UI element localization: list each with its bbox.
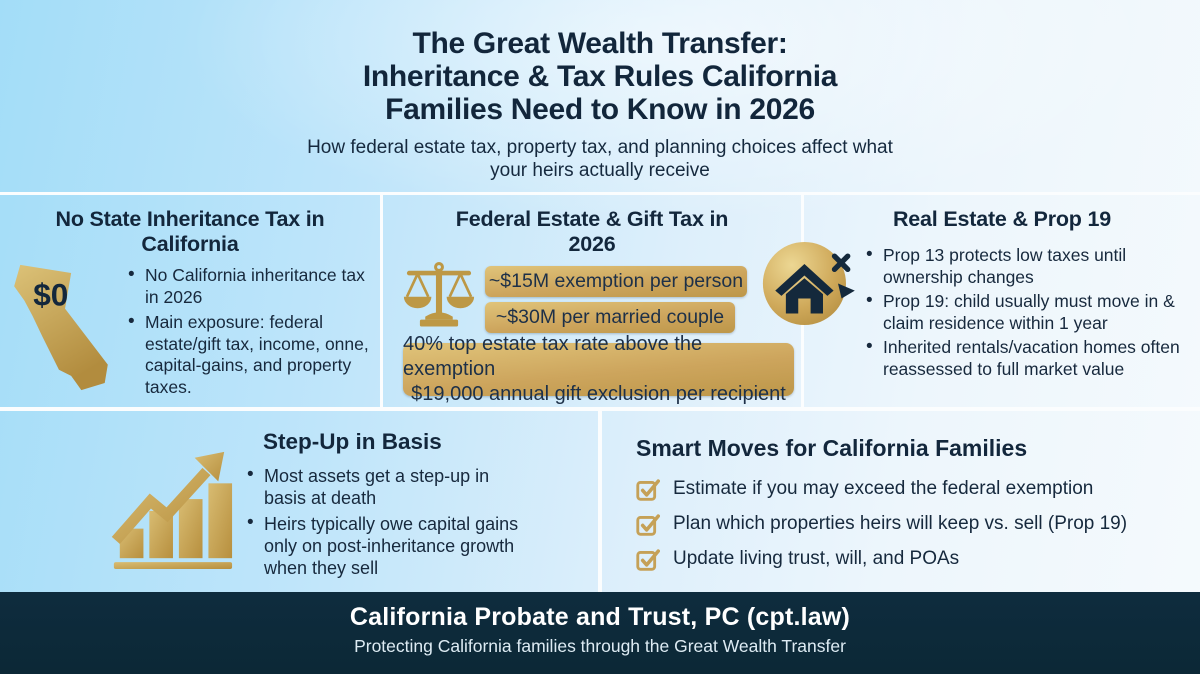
checklist-label: Estimate if you may exceed the federal e… xyxy=(673,478,1094,499)
exemption-per-person-pill: ~$15M exemption per person xyxy=(485,266,747,297)
page-subtitle-line: How federal estate tax, property tax, an… xyxy=(307,137,893,158)
panel-real-estate-prop19: Real Estate & Prop 19 Prop 13 protects l… xyxy=(804,195,1200,407)
header: The Great Wealth Transfer: Inheritance &… xyxy=(0,27,1200,182)
panel-title: Real Estate & Prop 19 xyxy=(892,207,1112,231)
column-separator xyxy=(598,407,602,592)
checkbox-checked-icon xyxy=(636,549,660,571)
checkbox-checked-icon xyxy=(636,514,660,536)
page-title-line: Inheritance & Tax Rules California xyxy=(362,60,838,93)
column-separator xyxy=(380,192,383,411)
page-subtitle: How federal estate tax, property tax, an… xyxy=(0,136,1200,182)
bullet-item: Inherited rentals/vacation homes often r… xyxy=(866,336,1200,380)
panel-step-up-in-basis: Step-Up in Basis Most assets get a step-… xyxy=(0,411,598,592)
bullet-item: No California inheritance tax in 2026 xyxy=(128,264,376,308)
california-map-icon: $0 xyxy=(14,264,108,391)
page-subtitle-line: your heirs actually receive xyxy=(490,160,710,181)
tax-rate-gift-exclusion-pill: 40% top estate tax rate above the exempt… xyxy=(403,333,794,405)
bullet-list: Most assets get a step-up in basis at de… xyxy=(247,464,527,583)
bullet-item: Prop 19: child usually must move in & cl… xyxy=(866,290,1200,334)
scales-of-justice-icon xyxy=(403,262,475,327)
panel-title: Step-Up in Basis xyxy=(263,429,442,454)
checklist-item: Plan which properties heirs will keep vs… xyxy=(636,512,1127,537)
bullet-item: Prop 13 protects low taxes until ownersh… xyxy=(866,244,1200,288)
panel-smart-moves: Smart Moves for California Families Esti… xyxy=(602,411,1200,592)
panel-federal-estate-gift-tax: Federal Estate & Gift Tax in 2026 ~$15M … xyxy=(383,195,801,407)
page-title-line: Families Need to Know in 2026 xyxy=(385,93,815,126)
bullet-list: Prop 13 protects low taxes until ownersh… xyxy=(866,244,1200,383)
checklist-label: Plan which properties heirs will keep vs… xyxy=(673,513,1128,534)
bullet-item: Most assets get a step-up in basis at de… xyxy=(247,464,527,509)
checklist: Estimate if you may exceed the federal e… xyxy=(636,477,1127,582)
panel-title: Federal Estate & Gift Tax in 2026 xyxy=(455,207,729,256)
zero-dollar-label: $0 xyxy=(33,277,68,313)
checklist-label: Update living trust, will, and POAs xyxy=(673,548,960,569)
bullet-item: Main exposure: federal estate/gift tax, … xyxy=(128,311,376,398)
row-separator xyxy=(0,192,1200,195)
growth-chart-icon xyxy=(111,451,233,570)
checklist-item: Estimate if you may exceed the federal e… xyxy=(636,477,1127,502)
page-title-line: The Great Wealth Transfer: xyxy=(412,27,788,60)
pill-line: 40% top estate tax rate above the exempt… xyxy=(403,333,703,380)
footer: California Probate and Trust, PC (cpt.la… xyxy=(0,592,1200,674)
panel-title: Smart Moves for California Families xyxy=(636,435,1028,461)
bullet-item: Heirs typically owe capital gains only o… xyxy=(247,512,527,579)
checkbox-checked-icon xyxy=(636,479,660,501)
firm-name: California Probate and Trust, PC (cpt.la… xyxy=(349,603,851,631)
pill-line: $19,000 annual gift exclusion per recipi… xyxy=(411,383,786,405)
panel-no-state-inheritance-tax: No State Inheritance Tax in California $… xyxy=(0,195,380,407)
house-reassessment-icon xyxy=(762,241,855,326)
exemption-per-couple-pill: ~$30M per married couple xyxy=(485,302,735,333)
firm-tagline: Protecting California families through t… xyxy=(354,636,846,656)
panel-title: No State Inheritance Tax in California xyxy=(55,207,325,256)
bullet-list: No California inheritance tax in 2026 Ma… xyxy=(128,264,376,402)
checklist-item: Update living trust, will, and POAs xyxy=(636,547,1127,572)
